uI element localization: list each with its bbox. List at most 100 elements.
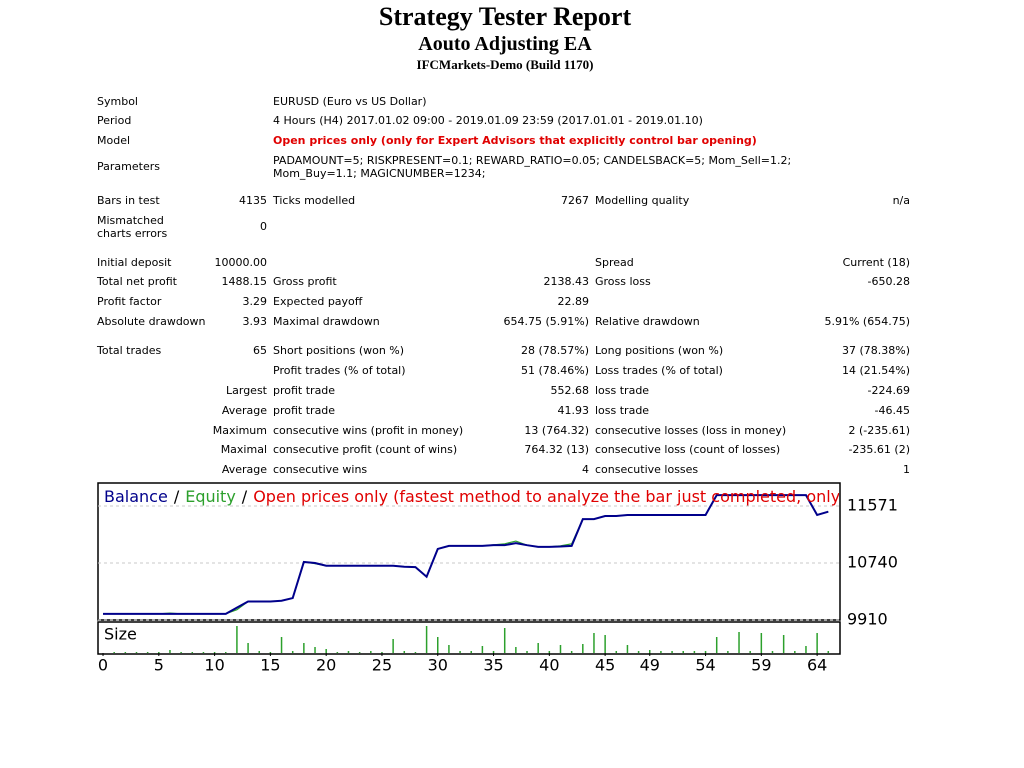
stat-value: 37 (78.38%): [841, 344, 910, 357]
x-tick-label: 10: [204, 656, 224, 675]
info-label: Parameters: [97, 160, 160, 173]
report-title: Strategy Tester Report: [378, 2, 632, 31]
stat-label: loss trade: [595, 404, 650, 417]
stat-value: -235.61 (2): [848, 443, 910, 456]
stat-label: Long positions (won %): [595, 344, 724, 357]
stat-value: 14 (21.54%): [841, 364, 910, 377]
info-label: Symbol: [97, 95, 138, 108]
stat-label: profit trade: [273, 384, 336, 397]
stat-label: Bars in test: [97, 194, 160, 207]
stat-value: 22.89: [557, 295, 590, 308]
stat-label: Gross profit: [273, 275, 337, 288]
stat-label: loss trade: [595, 384, 650, 397]
x-tick-label: 54: [695, 656, 715, 675]
stat-label: Short positions (won %): [273, 344, 405, 357]
stat-value: Average: [221, 463, 267, 476]
stat-value: 4: [582, 463, 589, 476]
legend: Balance / Equity / Open prices only (fastest…: [104, 487, 939, 506]
info-label: Model: [97, 134, 131, 147]
stat-value: 654.75 (5.91%): [503, 315, 589, 328]
stat-value: 3.29: [242, 295, 268, 308]
stat-label: consecutive wins: [273, 463, 368, 476]
stat-value: 0: [260, 220, 267, 233]
stat-value: 2138.43: [543, 275, 590, 288]
x-tick-label: 40: [539, 656, 559, 675]
stat-label: profit trade: [273, 404, 336, 417]
info-value: PADAMOUNT=5; RISKPRESENT=0.1; REWARD_RAT…: [273, 154, 792, 180]
size-frame: [97, 621, 841, 655]
x-tick-label: 49: [640, 656, 660, 675]
stat-value: Maximal: [220, 443, 267, 456]
x-tick-label: 45: [595, 656, 615, 675]
stat-label: consecutive wins (profit in money): [273, 424, 464, 437]
stat-value: 4135: [239, 194, 267, 207]
x-tick-label: 20: [316, 656, 336, 675]
stat-label: Relative drawdown: [595, 315, 700, 328]
stat-value: 2 (-235.61): [848, 424, 910, 437]
stat-label: Total trades: [97, 344, 162, 357]
x-tick-label: 5: [154, 656, 164, 675]
stat-label: Absolute drawdown: [97, 315, 206, 328]
y-tick-label: 9910: [847, 610, 888, 629]
stat-value: Current (18): [842, 256, 910, 269]
x-tick-label: 59: [751, 656, 771, 675]
stat-label: Mismatched charts errors: [97, 214, 168, 240]
legend-equity: Equity: [185, 487, 236, 506]
x-tick-label: 0: [98, 656, 108, 675]
stat-value: 1488.15: [221, 275, 268, 288]
stat-value: 3.93: [242, 315, 268, 328]
stat-label: Modelling quality: [595, 194, 690, 207]
legend-balance: Balance: [104, 487, 168, 506]
stat-value: Largest: [226, 384, 267, 397]
stat-value: -46.45: [874, 404, 910, 417]
stat-value: 41.93: [557, 404, 590, 417]
info-value: EURUSD (Euro vs US Dollar): [273, 95, 427, 108]
info-value: 4 Hours (H4) 2017.01.02 09:00 - 2019.01.…: [273, 114, 703, 127]
stat-label: Profit factor: [97, 295, 162, 308]
stat-label: consecutive losses: [595, 463, 699, 476]
stat-value: 7267: [561, 194, 589, 207]
stat-value: 51 (78.46%): [520, 364, 589, 377]
info-label: Period: [97, 114, 132, 127]
stat-value: 65: [253, 344, 267, 357]
stat-label: Expected payoff: [273, 295, 363, 308]
y-tick-label: 10740: [847, 553, 898, 572]
stat-label: Ticks modelled: [273, 194, 356, 207]
plot-area: [103, 494, 829, 615]
stat-value: 13 (764.32): [524, 424, 589, 437]
stat-value: 5.91% (654.75): [824, 315, 910, 328]
legend-separator: /: [242, 487, 248, 506]
stat-label: consecutive profit (count of wins): [273, 443, 458, 456]
stat-value: 1: [903, 463, 910, 476]
stat-value: 10000.00: [214, 256, 268, 269]
stat-value: -224.69: [867, 384, 910, 397]
legend-mode: Open prices only (fastest method to anal…: [253, 487, 939, 506]
y-tick-label: 11571: [847, 495, 898, 514]
series-line: [103, 494, 829, 615]
stat-label: Gross loss: [595, 275, 651, 288]
stat-value: -650.28: [867, 275, 910, 288]
stat-label: Initial deposit: [97, 256, 172, 269]
size-label: Size: [104, 625, 137, 644]
broker: IFCMarkets-Demo (Build 1170): [416, 57, 594, 72]
stat-label: Maximal drawdown: [273, 315, 380, 328]
stat-label: Profit trades (% of total): [273, 364, 406, 377]
x-tick-label: 64: [807, 656, 827, 675]
legend-separator: /: [174, 487, 180, 506]
stat-label: Total net profit: [97, 275, 177, 288]
stat-value: 552.68: [550, 384, 590, 397]
stat-label: consecutive losses (loss in money): [595, 424, 787, 437]
x-tick-label: 25: [372, 656, 392, 675]
x-tick-label: 30: [428, 656, 448, 675]
stat-value: 764.32 (13): [524, 443, 589, 456]
x-tick-label: 15: [260, 656, 280, 675]
x-tick-label: 35: [483, 656, 503, 675]
stat-label: consecutive loss (count of losses): [595, 443, 781, 456]
stat-value: n/a: [892, 194, 910, 207]
stat-label: Spread: [595, 256, 634, 269]
report-subtitle: Aouto Adjusting EA: [418, 33, 592, 55]
info-value: Open prices only (only for Expert Adviso…: [273, 134, 757, 147]
stat-value: Average: [221, 404, 267, 417]
